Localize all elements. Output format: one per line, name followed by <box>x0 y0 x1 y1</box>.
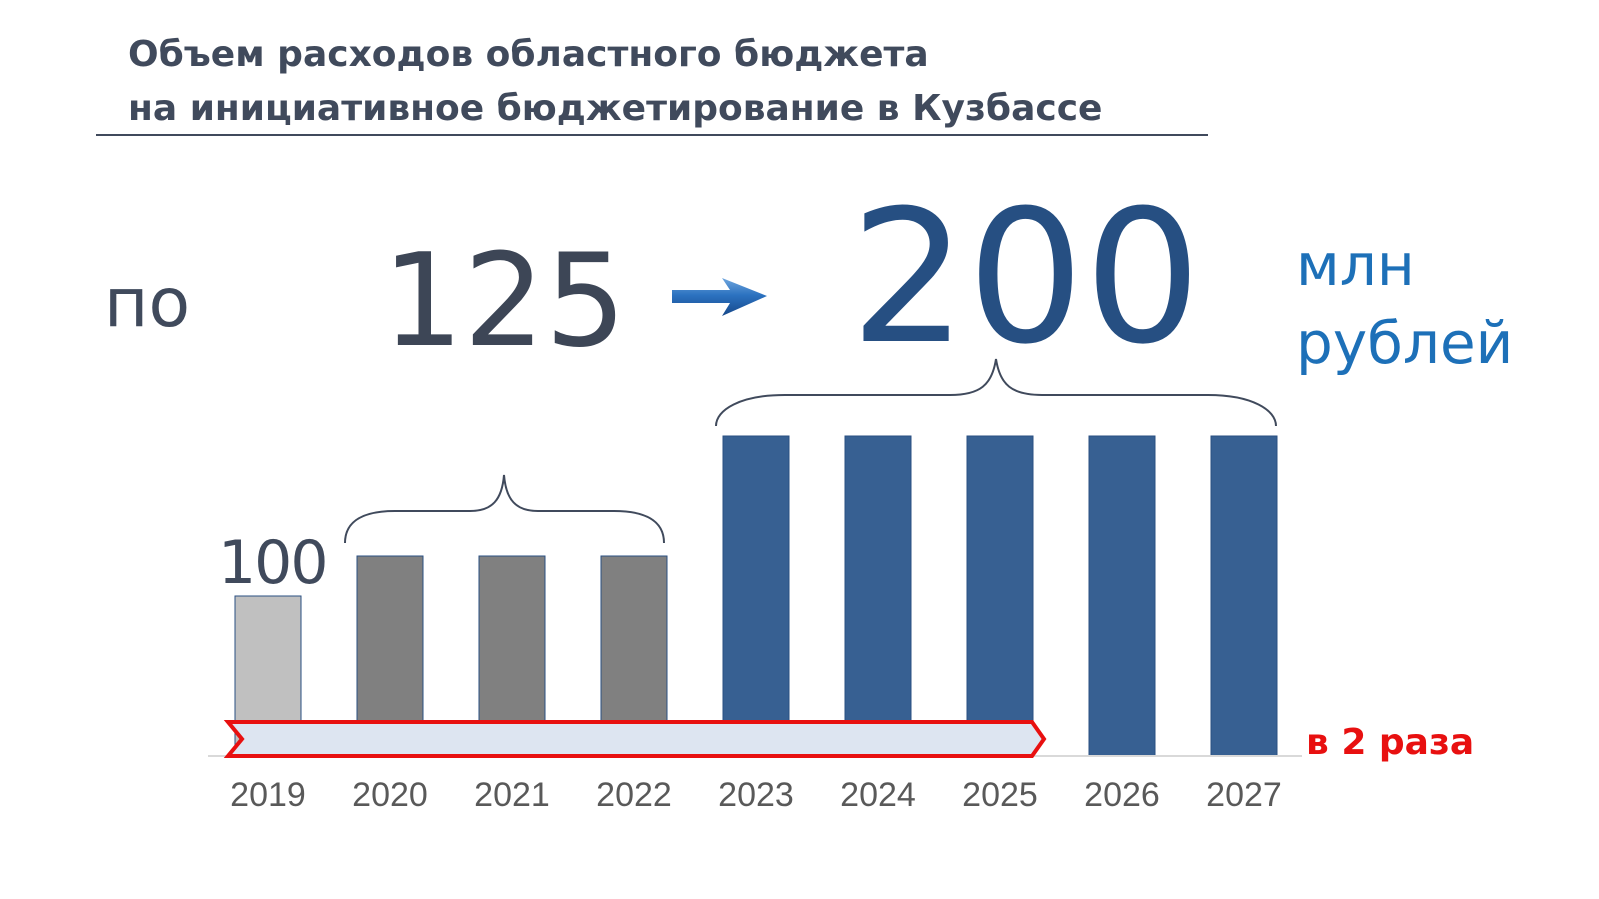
x-tick-2027: 2027 <box>1206 776 1282 814</box>
x-tick-2019: 2019 <box>230 776 306 814</box>
x-tick-2023: 2023 <box>718 776 794 814</box>
value-125-label: 125 <box>382 227 627 376</box>
bar-2023 <box>722 435 790 757</box>
title-line-1: Объем расходов областного бюджета <box>128 34 929 75</box>
unit-line-1: млн <box>1296 231 1415 299</box>
right-arrow-icon <box>672 278 767 316</box>
title-underline <box>96 134 1208 136</box>
growth-arrow-band <box>223 720 1047 758</box>
prefix-label: по <box>104 264 191 343</box>
unit-label: млн рублей <box>1296 226 1513 382</box>
bar-2024 <box>844 435 912 757</box>
slide-title: Объем расходов областного бюджета на ини… <box>128 28 1102 136</box>
x-tick-2024: 2024 <box>840 776 916 814</box>
x-tick-labels-group: 2019 2020 2021 2022 2023 2024 2025 2026 2027 <box>230 776 1282 814</box>
bars-group <box>234 435 1278 757</box>
bar-2026 <box>1088 435 1156 757</box>
x-tick-2022: 2022 <box>596 776 672 814</box>
bar-2027 <box>1210 435 1278 757</box>
value-2019-label: 100 <box>218 528 329 598</box>
bar-2025 <box>966 435 1034 757</box>
x-tick-2025: 2025 <box>962 776 1038 814</box>
growth-label: в 2 раза <box>1306 722 1475 763</box>
title-line-2: на инициативное бюджетирование в Кузбасс… <box>128 88 1103 129</box>
brace-2023-2027 <box>715 358 1277 427</box>
value-200-label: 200 <box>850 171 1202 385</box>
x-tick-2021: 2021 <box>474 776 550 814</box>
brace-2020-2022 <box>344 474 665 544</box>
x-tick-2020: 2020 <box>352 776 428 814</box>
unit-line-2: рублей <box>1296 309 1514 377</box>
x-tick-2026: 2026 <box>1084 776 1160 814</box>
